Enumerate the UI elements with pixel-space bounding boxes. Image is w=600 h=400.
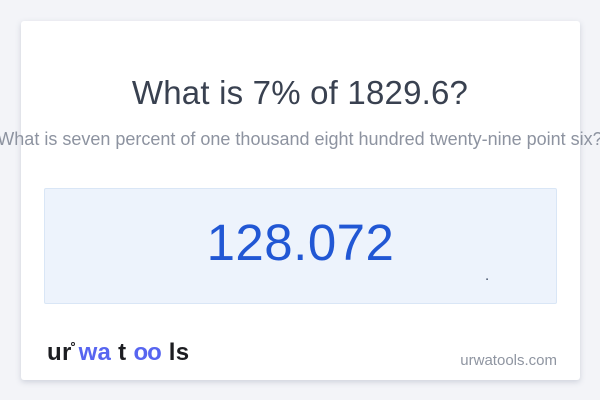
- logo-text-ls: ls: [168, 339, 190, 366]
- result-box: 128.072: [44, 188, 557, 304]
- degree-ring-icon: [71, 342, 75, 346]
- result-value: 128.072: [206, 213, 395, 271]
- site-url-link[interactable]: urwatools.com: [460, 352, 557, 369]
- logo-text-wa: wa: [78, 339, 112, 366]
- logo-text-ur: ur: [47, 339, 72, 366]
- question-title: What is 7% of 1829.6?: [131, 74, 469, 111]
- logo-text-t: t: [118, 339, 127, 366]
- urwatools-logo[interactable]: ur wa t oo ls: [47, 338, 189, 368]
- question-subtitle-words: What is seven percent of one thousand ei…: [0, 129, 600, 149]
- stray-dot: .: [485, 267, 490, 284]
- logo-goggles-oo: oo: [133, 339, 161, 366]
